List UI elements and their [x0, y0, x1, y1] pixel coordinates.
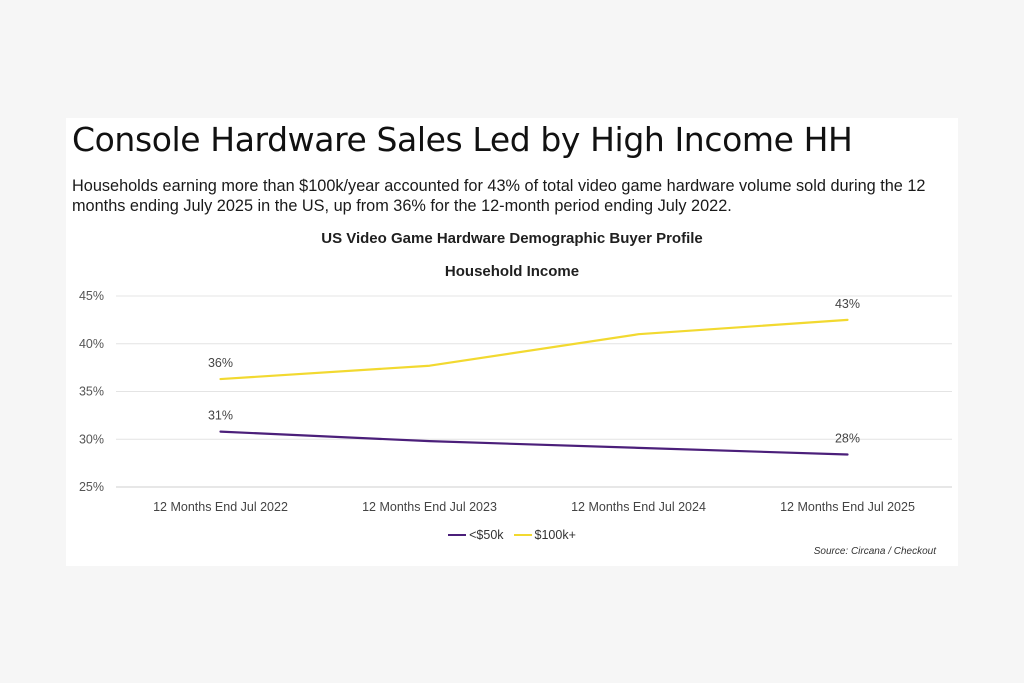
- y-tick-label: 45%: [79, 289, 104, 303]
- x-tick-label: 12 Months End Jul 2024: [571, 500, 706, 514]
- chart-title: US Video Game Hardware Demographic Buyer…: [321, 230, 703, 247]
- legend: <$50k $100k+: [0, 528, 1024, 542]
- data-label: 43%: [835, 297, 860, 311]
- legend-label-low-income: <$50k: [469, 528, 504, 542]
- y-tick-label: 30%: [79, 432, 104, 446]
- data-label: 36%: [208, 356, 233, 370]
- series-line-0: [219, 430, 849, 456]
- chart-subtitle: Household Income: [444, 263, 580, 280]
- x-tick-label: 12 Months End Jul 2023: [362, 500, 497, 514]
- legend-item-low-income: <$50k: [448, 528, 504, 542]
- data-label: 28%: [835, 432, 860, 446]
- legend-swatch-high-income: [513, 534, 532, 536]
- legend-label-high-income: $100k+: [534, 528, 576, 542]
- y-tick-label: 40%: [79, 337, 104, 351]
- data-label: 31%: [208, 409, 233, 423]
- legend-swatch-low-income: [448, 534, 467, 536]
- chart-card: [66, 118, 958, 566]
- y-tick-label: 25%: [79, 480, 104, 494]
- source-note: Source: Circana / Checkout: [813, 546, 936, 557]
- series-line-1: [219, 318, 849, 381]
- legend-item-high-income: $100k+: [513, 528, 576, 542]
- y-tick-label: 35%: [79, 385, 104, 399]
- lede-paragraph: Households earning more than $100k/year …: [72, 177, 926, 215]
- x-tick-label: 12 Months End Jul 2022: [153, 500, 288, 514]
- headline: Console Hardware Sales Led by High Incom…: [72, 120, 853, 159]
- x-tick-label: 12 Months End Jul 2025: [780, 500, 915, 514]
